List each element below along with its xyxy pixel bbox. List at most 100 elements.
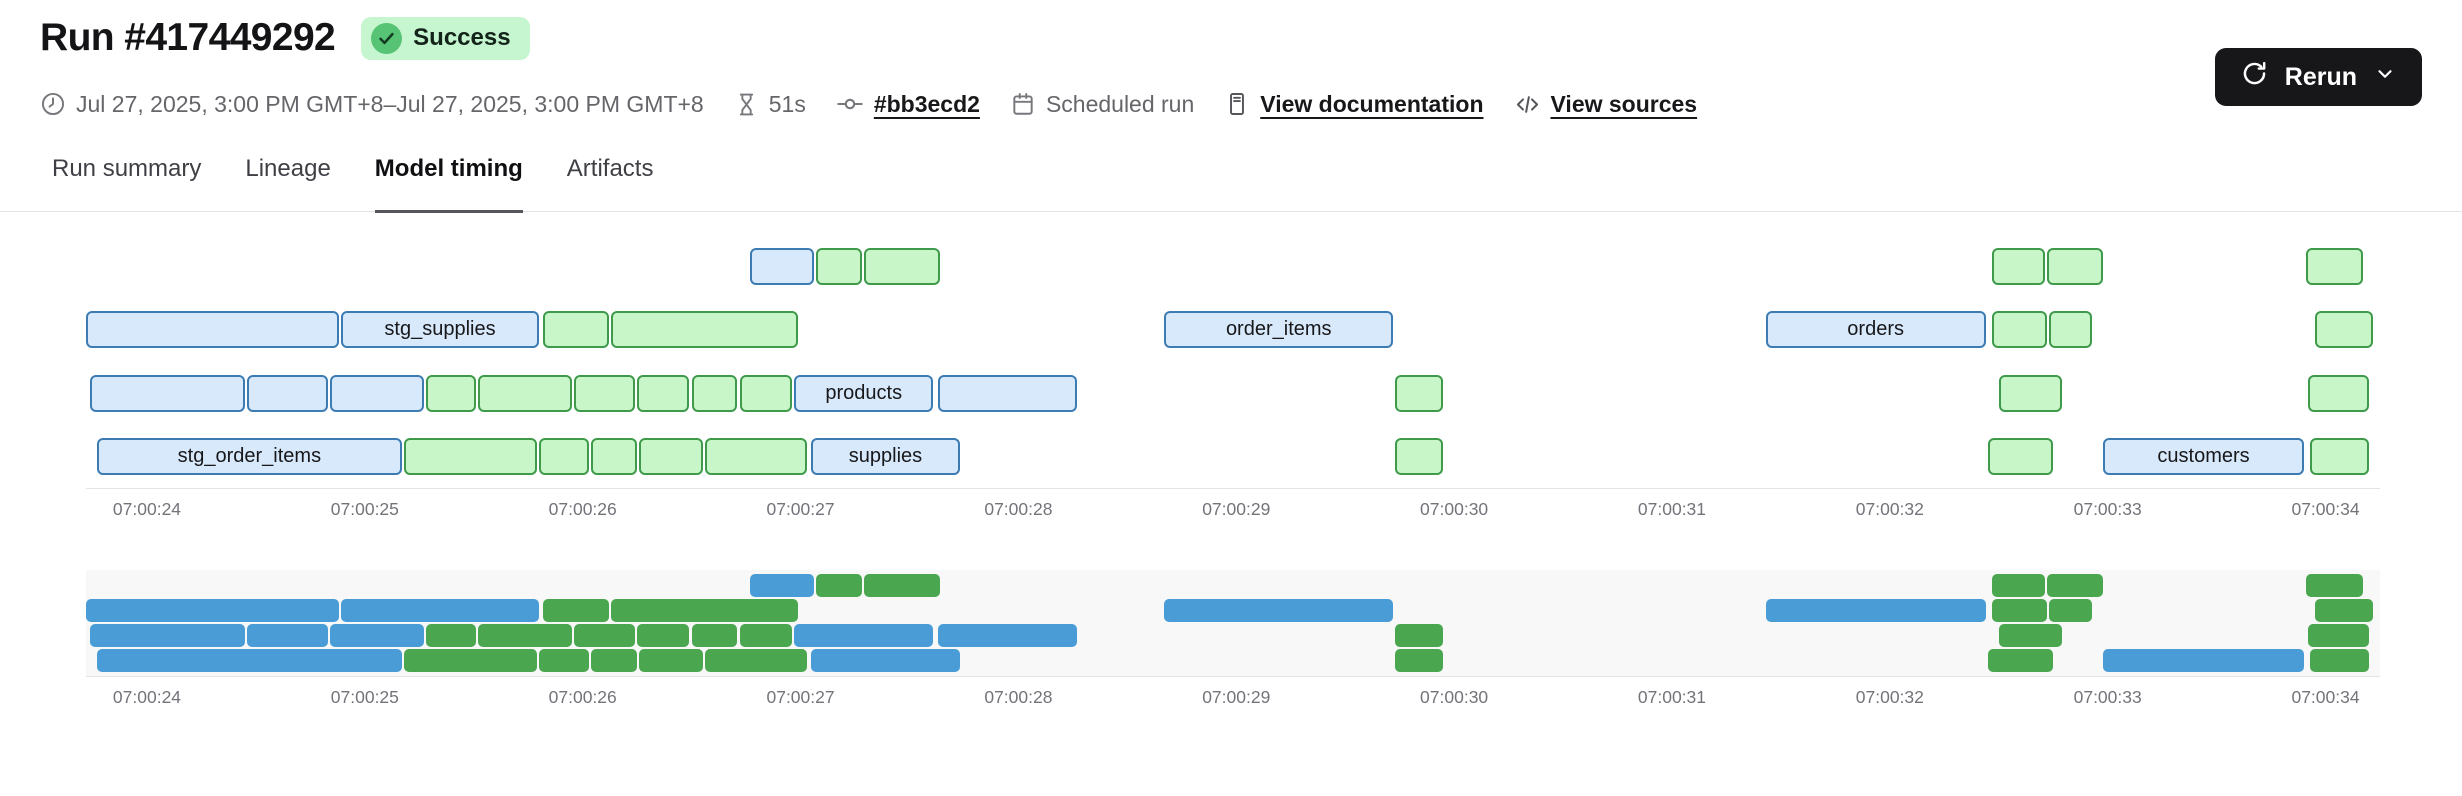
gantt-bar[interactable] [2048,311,2093,348]
gantt-bar[interactable] [1992,248,2045,285]
gantt-bar[interactable] [815,574,862,597]
gantt-bar-stg_order_items[interactable]: stg_order_items [96,438,402,475]
gantt-bar-products[interactable] [794,624,934,647]
gantt-bar[interactable] [611,311,799,348]
gantt-bar[interactable] [937,375,1078,412]
gantt-bar[interactable] [1987,438,2054,475]
gantt-bar[interactable] [247,375,328,412]
gantt-bar[interactable] [2310,649,2370,672]
gantt-bar[interactable] [1992,599,2047,622]
model-timing-panel: stg_supplies order_items orders products stg… [0,240,2462,721]
commit-link[interactable]: #bb3ecd2 [873,90,980,117]
gantt-bar-customers[interactable] [2103,649,2304,672]
gantt-bar[interactable] [691,624,738,647]
gantt-bar-orders[interactable] [1765,599,1986,622]
gantt-bar[interactable] [478,624,572,647]
gantt-bar[interactable] [425,624,476,647]
tab-run-summary[interactable]: Run summary [52,155,202,182]
gantt-bar[interactable] [247,624,328,647]
gantt-bar[interactable] [573,375,635,412]
gantt-bar[interactable] [1992,574,2045,597]
gantt-bar[interactable] [739,624,792,647]
gantt-bar[interactable] [329,624,424,647]
gantt-bar[interactable] [1395,624,1444,647]
time-range-label: Jul 27, 2025, 3:00 PM GMT+8–Jul 27, 2025… [76,90,704,117]
run-duration: 51s [734,91,806,118]
gantt-bar[interactable] [1395,438,1444,475]
gantt-bar[interactable] [90,624,246,647]
gantt-bar-order_items[interactable]: order_items [1164,311,1394,348]
gantt-bar[interactable] [1998,375,2062,412]
gantt-bar[interactable] [404,438,537,475]
gantt-bar-stg_order_items[interactable] [96,649,402,672]
gantt-bar[interactable] [1992,311,2047,348]
gantt-bar[interactable] [750,248,814,285]
axis-tick-label: 07:00:31 [1637,687,1707,707]
gantt-bar[interactable] [1987,649,2054,672]
git-commit-icon [836,90,864,118]
axis-tick-label: 07:00:25 [330,687,399,707]
gantt-bar[interactable] [2305,248,2363,285]
gantt-bar[interactable] [404,649,537,672]
axis-tick-label: 07:00:28 [984,499,1053,519]
gantt-bar[interactable] [539,649,590,672]
tab-model-timing[interactable]: Model timing [374,154,523,213]
gantt-bar[interactable] [573,624,635,647]
gantt-bar[interactable] [90,375,246,412]
rerun-button[interactable]: Rerun [2214,48,2422,106]
tab-lineage[interactable]: Lineage [245,155,331,182]
gantt-bar[interactable] [2305,574,2363,597]
gantt-bar[interactable] [591,438,638,475]
gantt-bar[interactable] [591,649,638,672]
gantt-bar[interactable] [704,438,808,475]
gantt-bar[interactable] [637,375,690,412]
gantt-bar[interactable] [1395,375,1444,412]
gantt-bar[interactable] [750,574,814,597]
axis-tick-label: 07:00:26 [548,687,617,707]
gantt-bar[interactable] [863,248,940,285]
gantt-bar[interactable] [2314,311,2374,348]
gantt-bar[interactable] [86,599,339,622]
gantt-bar-stg_supplies[interactable]: stg_supplies [340,311,540,348]
gantt-bar-order_items[interactable] [1164,599,1394,622]
gantt-bar[interactable] [739,375,792,412]
gantt-bar[interactable] [539,438,590,475]
gantt-bar[interactable] [815,248,862,285]
tab-artifacts[interactable]: Artifacts [566,155,654,182]
gantt-bar[interactable] [863,574,940,597]
gantt-bar[interactable] [2314,599,2374,622]
gantt-bar[interactable] [2046,574,2104,597]
gantt-bar[interactable] [611,599,799,622]
gantt-bar[interactable] [2046,248,2104,285]
code-icon [1514,91,1541,118]
gantt-bar[interactable] [329,375,424,412]
gantt-bar[interactable] [1395,649,1444,672]
gantt-bar[interactable] [543,311,609,348]
gantt-bar[interactable] [937,624,1078,647]
view-documentation-link[interactable]: View documentation [1260,90,1484,117]
view-sources-link[interactable]: View sources [1550,90,1698,117]
gantt-bar[interactable] [543,599,609,622]
gantt-bar-stg_supplies[interactable] [340,599,540,622]
gantt-minimap[interactable] [86,570,2380,677]
gantt-bar[interactable] [2308,624,2370,647]
gantt-bar-customers[interactable]: customers [2103,438,2304,475]
gantt-bar[interactable] [691,375,738,412]
gantt-bar[interactable] [704,649,808,672]
gantt-bar[interactable] [2308,375,2370,412]
gantt-bar[interactable] [425,375,476,412]
axis-tick-label: 07:00:34 [2291,499,2360,519]
gantt-bar-products[interactable]: products [794,375,934,412]
gantt-bar-supplies[interactable] [811,649,960,672]
gantt-bar[interactable] [2310,438,2370,475]
gantt-bar[interactable] [637,624,690,647]
gantt-bar-supplies[interactable]: supplies [811,438,960,475]
gantt-bar[interactable] [639,649,703,672]
rerun-button-label: Rerun [2284,62,2357,91]
gantt-bar[interactable] [2048,599,2093,622]
gantt-bar-orders[interactable]: orders [1765,311,1986,348]
gantt-bar[interactable] [1998,624,2062,647]
gantt-bar[interactable] [86,311,339,348]
gantt-bar[interactable] [639,438,703,475]
gantt-bar[interactable] [478,375,572,412]
